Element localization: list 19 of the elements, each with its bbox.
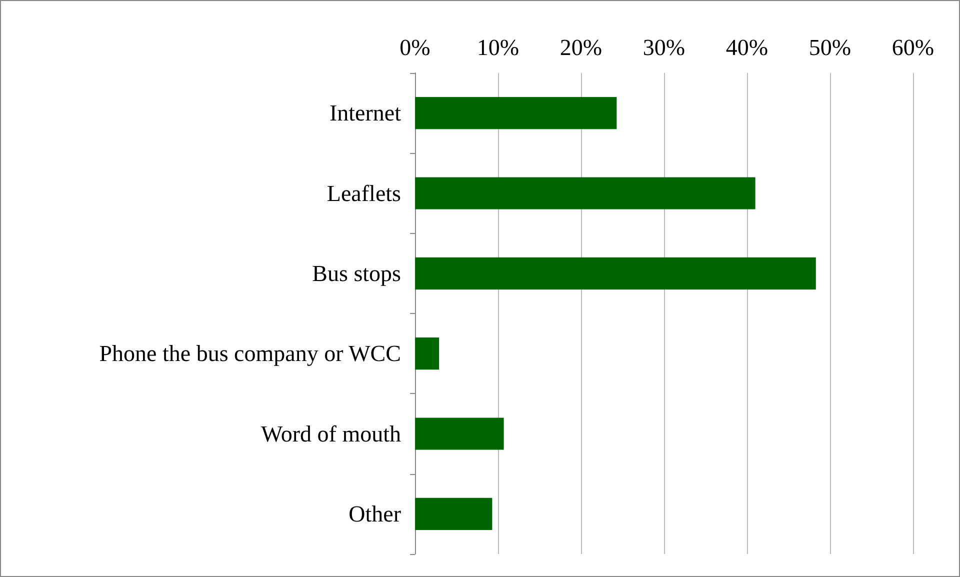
bar bbox=[415, 418, 504, 450]
y-tick-label: Word of mouth bbox=[261, 421, 402, 446]
bar bbox=[415, 97, 617, 130]
x-tick-label: 30% bbox=[642, 35, 686, 60]
bar bbox=[415, 338, 440, 370]
bar bbox=[415, 177, 756, 210]
x-tick-label: 50% bbox=[808, 35, 852, 60]
y-tick-label: Bus stops bbox=[312, 260, 402, 286]
bar bbox=[415, 257, 816, 290]
x-tick-label: 20% bbox=[560, 35, 602, 60]
y-tick-label: Phone the bus company or WCC bbox=[99, 341, 401, 366]
x-tick-label: 40% bbox=[726, 35, 768, 60]
y-tick-label: Other bbox=[348, 501, 402, 526]
x-tick-label: 10% bbox=[476, 35, 520, 60]
x-tick-label: 0% bbox=[400, 35, 430, 60]
y-tick-label: Internet bbox=[329, 100, 402, 126]
bar bbox=[415, 498, 492, 530]
x-tick-label: 60% bbox=[892, 35, 934, 60]
y-tick-label: Leaflets bbox=[326, 180, 402, 206]
